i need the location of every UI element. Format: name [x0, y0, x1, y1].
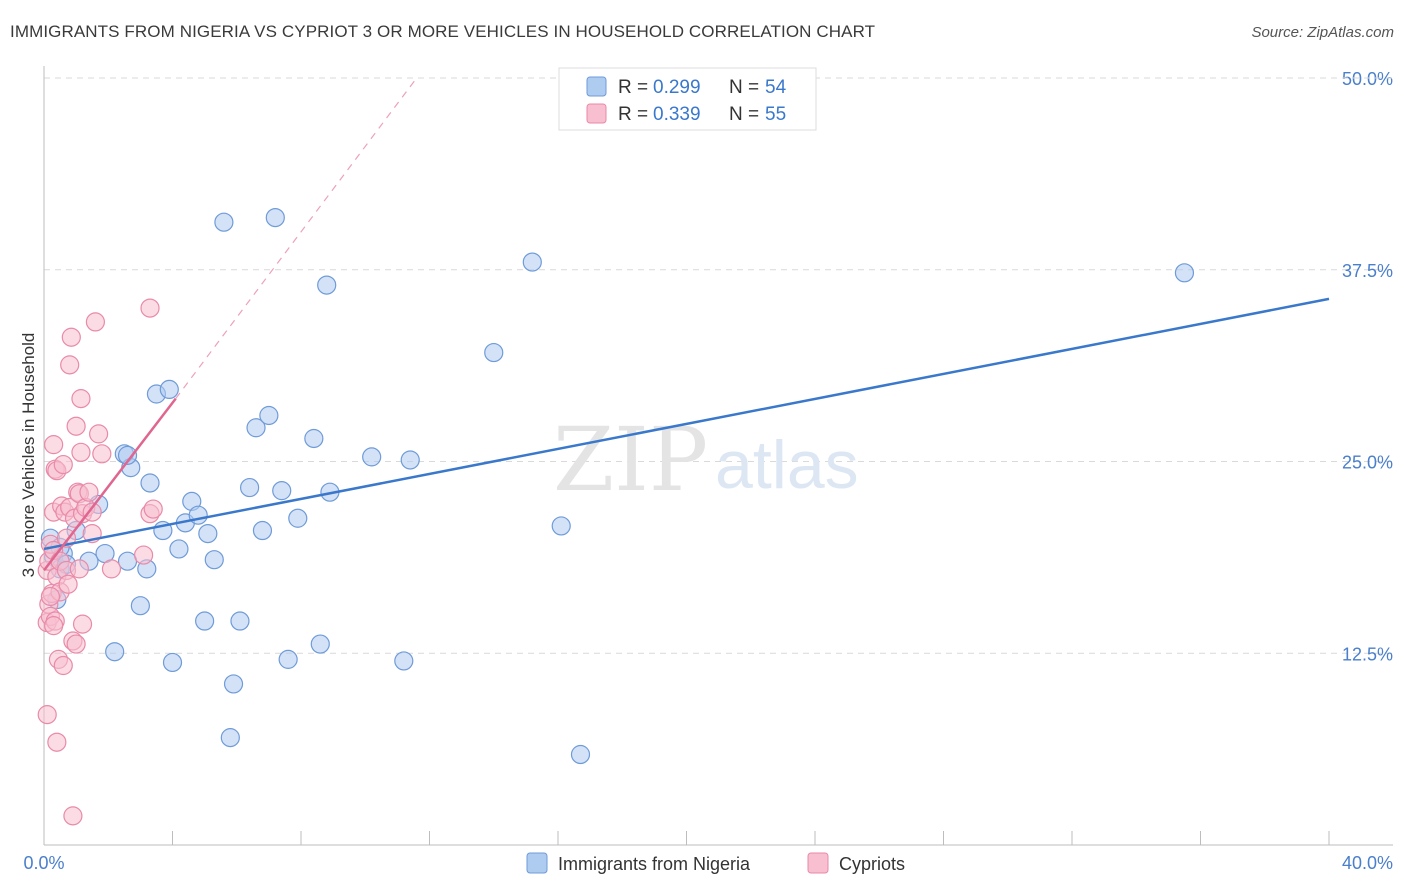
nigeria-point: [117, 445, 138, 465]
cypriot-point: [37, 705, 57, 725]
legend-r-label-cypriots: R =: [618, 104, 648, 125]
nigeria-point: [204, 550, 224, 570]
cypriot-point: [92, 444, 112, 464]
y-axis-title: 3 or more Vehicles in Household: [19, 333, 38, 578]
cypriot-point: [47, 732, 67, 752]
cypriot-point: [58, 574, 78, 594]
y-tick-label: 37.5%: [1342, 261, 1393, 281]
legend-swatch-nigeria: [586, 76, 607, 97]
nigeria-point: [252, 520, 273, 541]
cypriot-point: [101, 559, 122, 579]
nigeria-point: [159, 379, 179, 400]
cypriot-point: [89, 424, 109, 444]
watermark-atlas: atlas: [715, 427, 859, 503]
nigeria-point: [130, 596, 150, 616]
cypriot-point: [71, 389, 91, 409]
nigeria-point: [304, 428, 324, 449]
cypriot-point: [140, 298, 160, 318]
legend-r-label-nigeria: R =: [618, 77, 648, 98]
cypriot-trend-extension: [175, 77, 418, 399]
series-legend-swatch-cypriots: [807, 852, 829, 874]
y-tick-label: 25.0%: [1342, 453, 1393, 473]
nigeria-point: [484, 342, 504, 363]
y-tick-label: 12.5%: [1342, 644, 1393, 664]
nigeria-point: [362, 447, 382, 467]
legend-r-value-nigeria: 0.299: [653, 77, 701, 98]
cypriot-point: [60, 355, 80, 375]
nigeria-point: [230, 611, 250, 631]
nigeria-point: [214, 212, 234, 232]
nigeria-point: [272, 481, 292, 501]
nigeria-point: [105, 642, 125, 662]
x-tick-label-max: 40.0%: [1342, 853, 1393, 873]
cypriot-point: [66, 416, 86, 436]
nigeria-point: [223, 674, 244, 694]
cypriot-point: [143, 499, 163, 519]
nigeria-point: [400, 450, 420, 470]
nigeria-point: [1174, 263, 1195, 283]
cypriot-point: [61, 327, 81, 347]
source-label: Source: ZipAtlas.com: [1251, 24, 1394, 41]
nigeria-point: [240, 477, 260, 498]
nigeria-point: [394, 651, 414, 671]
cypriot-point: [40, 586, 61, 607]
nigeria-point: [220, 728, 240, 748]
cypriot-point: [53, 655, 73, 676]
nigeria-trend-line: [43, 297, 1330, 551]
legend-n-value-nigeria: 54: [765, 77, 787, 98]
series-legend: Immigrants from Nigeria Cypriots: [526, 852, 905, 874]
points-layer: [37, 207, 1195, 826]
cypriot-trend-line: [43, 397, 177, 572]
cypriot-point: [133, 545, 154, 565]
cypriot-point: [72, 614, 93, 634]
legend-r-value-cypriots: 0.339: [653, 104, 701, 125]
y-tick-label: 50.0%: [1342, 69, 1393, 89]
chart-title: IMMIGRANTS FROM NIGERIA VS CYPRIOT 3 OR …: [10, 22, 876, 41]
nigeria-point: [140, 473, 160, 493]
nigeria-point: [259, 405, 279, 426]
nigeria-point: [169, 539, 189, 559]
grid-layer: 12.5% 25.0% 37.5% 50.0%: [44, 69, 1393, 664]
nigeria-point: [551, 516, 571, 536]
nigeria-point: [310, 634, 330, 654]
cypriot-point: [53, 454, 73, 475]
watermark: ZIP atlas: [553, 408, 859, 511]
stats-legend: R = 0.299 N = 54 R = 0.339 N = 55: [558, 67, 817, 131]
cypriot-point: [69, 559, 89, 579]
trend-layer: [43, 77, 1330, 572]
axes-layer: 0.0% 40.0%: [23, 66, 1393, 873]
cypriot-point: [44, 435, 64, 455]
cypriot-point: [85, 312, 106, 332]
cypriot-point: [44, 616, 64, 636]
legend-n-label-nigeria: N =: [729, 77, 759, 98]
nigeria-point: [570, 744, 591, 765]
cypriot-point: [66, 634, 86, 654]
nigeria-point: [317, 275, 337, 295]
nigeria-point: [246, 418, 266, 438]
cypriot-point: [63, 806, 83, 826]
nigeria-point: [188, 505, 208, 525]
cypriot-point: [71, 442, 91, 462]
series-legend-swatch-nigeria: [526, 852, 548, 874]
series-legend-label-cypriots: Cypriots: [839, 854, 905, 874]
x-tick-label-min: 0.0%: [23, 853, 64, 873]
legend-n-label-cypriots: N =: [729, 104, 759, 125]
nigeria-point: [195, 611, 215, 631]
cypriot-point: [82, 502, 102, 522]
nigeria-point: [522, 252, 542, 272]
legend-swatch-cypriots: [586, 103, 607, 124]
nigeria-point: [117, 551, 138, 571]
nigeria-point: [162, 652, 183, 673]
nigeria-point: [288, 508, 308, 528]
cypriot-point: [79, 482, 99, 502]
series-legend-label-nigeria: Immigrants from Nigeria: [558, 854, 751, 874]
nigeria-point: [198, 523, 218, 544]
nigeria-point: [278, 649, 298, 669]
legend-n-value-cypriots: 55: [765, 104, 786, 125]
nigeria-point: [265, 207, 285, 228]
